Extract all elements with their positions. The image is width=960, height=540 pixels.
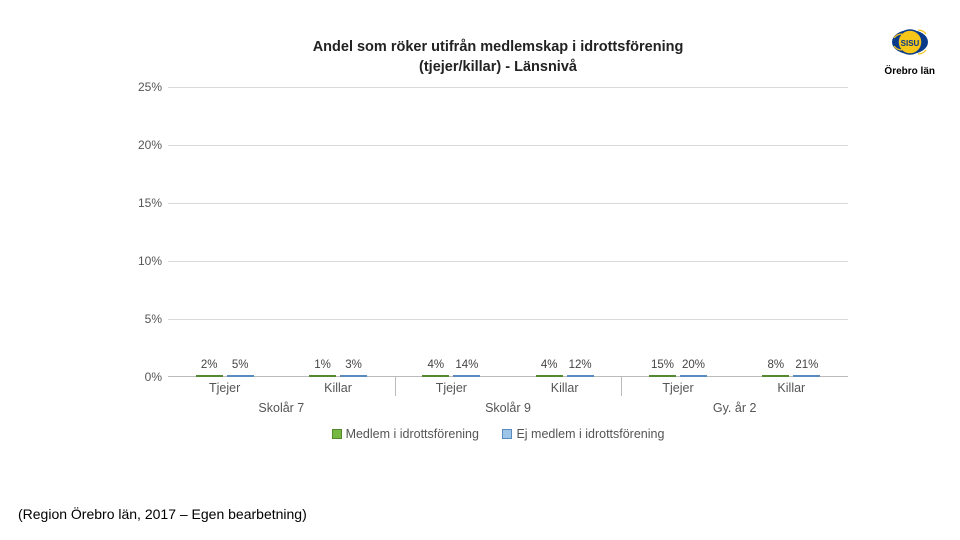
x-sub-label: Tjejer <box>662 381 693 395</box>
logo-caption: Örebro län <box>884 66 935 77</box>
x-sub-label: Tjejer <box>436 381 467 395</box>
chart-container: Andel som röker utifrån medlemskap i idr… <box>148 38 848 441</box>
legend-label-nonmember: Ej medlem i idrottsförening <box>516 427 664 441</box>
x-sub-label: Tjejer <box>209 381 240 395</box>
chart-title-line1: Andel som röker utifrån medlemskap i idr… <box>313 39 684 55</box>
y-tick-label: 0% <box>126 370 162 384</box>
x-sub-label: Killar <box>324 381 352 395</box>
gridline <box>168 145 848 146</box>
bar-value-label: 8% <box>763 359 788 371</box>
bars-layer: 2% 5% 1% 3% 4% 14% 4% 12% 15% 20% 8% 21% <box>168 87 848 377</box>
x-sub-label: Killar <box>777 381 805 395</box>
bar-value-label: 2% <box>197 359 222 371</box>
legend-label-member: Medlem i idrottsförening <box>346 427 479 441</box>
x-group-label: Gy. år 2 <box>713 401 757 415</box>
legend-item-nonmember: Ej medlem i idrottsförening <box>502 427 664 441</box>
bar-value-label: 12% <box>568 359 593 371</box>
legend-item-member: Medlem i idrottsförening <box>332 427 479 441</box>
bar-value-label: 3% <box>341 359 366 371</box>
legend: Medlem i idrottsförening Ej medlem i idr… <box>148 427 848 441</box>
y-tick-label: 25% <box>126 80 162 94</box>
bar-value-label: 1% <box>310 359 335 371</box>
gridline <box>168 203 848 204</box>
x-sub-label: Killar <box>551 381 579 395</box>
bar-value-label: 15% <box>650 359 675 371</box>
chart-title-line2: (tjejer/killar) - Länsnivå <box>419 59 577 75</box>
y-tick-label: 5% <box>126 312 162 326</box>
bar-value-label: 4% <box>423 359 448 371</box>
chart-title: Andel som röker utifrån medlemskap i idr… <box>148 38 848 77</box>
y-tick-label: 10% <box>126 254 162 268</box>
bar-value-label: 5% <box>228 359 253 371</box>
source-note: (Region Örebro län, 2017 – Egen bearbetn… <box>18 506 307 522</box>
bar-value-label: 20% <box>681 359 706 371</box>
legend-swatch-member <box>332 429 342 439</box>
x-group-label: Skolår 7 <box>258 401 304 415</box>
x-group-labels: Skolår 7 Skolår 9 Gy. år 2 <box>168 397 848 419</box>
y-tick-label: 15% <box>126 196 162 210</box>
gridline <box>168 319 848 320</box>
x-group-label: Skolår 9 <box>485 401 531 415</box>
svg-text:SISU: SISU <box>900 39 919 48</box>
bar-value-label: 4% <box>537 359 562 371</box>
bar-value-label: 21% <box>794 359 819 371</box>
legend-swatch-nonmember <box>502 429 512 439</box>
group-separator <box>621 376 622 396</box>
sisu-logo-icon: SISU <box>888 20 932 64</box>
gridline <box>168 87 848 88</box>
group-separator <box>395 376 396 396</box>
gridline <box>168 261 848 262</box>
plot-area: 2%5%1%3%4%14%4%12%15%20%8%21% 0%5%10%15%… <box>168 87 848 377</box>
x-sub-labels: Tjejer Killar Tjejer Killar Tjejer Killar <box>168 377 848 397</box>
logo-block: SISU Örebro län <box>884 20 935 77</box>
y-tick-label: 20% <box>126 138 162 152</box>
bar-value-label: 14% <box>454 359 479 371</box>
